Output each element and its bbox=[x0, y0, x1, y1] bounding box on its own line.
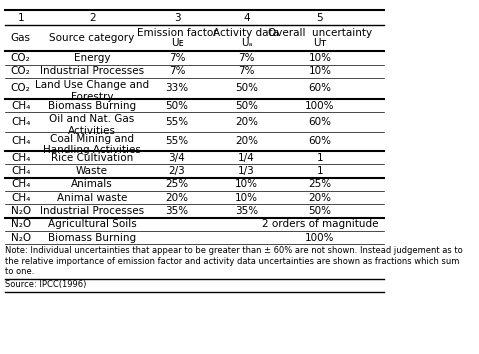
Text: 20%: 20% bbox=[166, 193, 189, 203]
Text: CO₂: CO₂ bbox=[11, 53, 31, 63]
Text: CH₄: CH₄ bbox=[11, 153, 30, 163]
Text: 5: 5 bbox=[317, 12, 323, 23]
Text: CH₄: CH₄ bbox=[11, 136, 30, 146]
Text: 20%: 20% bbox=[235, 117, 258, 127]
Text: 1/3: 1/3 bbox=[238, 166, 255, 176]
Text: 100%: 100% bbox=[305, 101, 334, 111]
Text: 1/4: 1/4 bbox=[238, 153, 255, 163]
Text: 7%: 7% bbox=[238, 53, 255, 63]
Text: 50%: 50% bbox=[235, 84, 258, 93]
Text: CH₄: CH₄ bbox=[11, 101, 30, 111]
Text: 2 orders of magnitude: 2 orders of magnitude bbox=[262, 219, 378, 229]
Text: 100%: 100% bbox=[305, 233, 334, 243]
Text: 3/4: 3/4 bbox=[169, 153, 185, 163]
Text: Rice Cultivation: Rice Cultivation bbox=[51, 153, 133, 163]
Text: Emission factor: Emission factor bbox=[137, 28, 217, 39]
Text: Energy: Energy bbox=[74, 53, 110, 63]
Text: 2: 2 bbox=[89, 12, 95, 23]
Text: 55%: 55% bbox=[165, 117, 189, 127]
Text: 33%: 33% bbox=[165, 84, 189, 93]
Text: 1: 1 bbox=[317, 153, 323, 163]
Text: 10%: 10% bbox=[235, 179, 258, 189]
Text: 10%: 10% bbox=[308, 66, 331, 76]
Text: Oil and Nat. Gas
Activities: Oil and Nat. Gas Activities bbox=[49, 114, 135, 136]
Text: Industrial Processes: Industrial Processes bbox=[40, 206, 144, 216]
Text: Overall  uncertainty: Overall uncertainty bbox=[268, 28, 372, 39]
Text: 20%: 20% bbox=[308, 193, 331, 203]
Text: CH₄: CH₄ bbox=[11, 179, 30, 189]
Text: 1: 1 bbox=[317, 166, 323, 176]
Text: 35%: 35% bbox=[165, 206, 189, 216]
Text: Source: IPCC(1996): Source: IPCC(1996) bbox=[5, 280, 87, 289]
Text: 35%: 35% bbox=[235, 206, 258, 216]
Text: 10%: 10% bbox=[235, 193, 258, 203]
Text: Waste: Waste bbox=[76, 166, 108, 176]
Text: 50%: 50% bbox=[308, 206, 331, 216]
Text: Agricultural Soils: Agricultural Soils bbox=[48, 219, 137, 229]
Text: 10%: 10% bbox=[308, 53, 331, 63]
Text: N₂O: N₂O bbox=[11, 233, 31, 243]
Text: CH₄: CH₄ bbox=[11, 117, 30, 127]
Text: Gas: Gas bbox=[11, 33, 31, 43]
Text: Biomass Burning: Biomass Burning bbox=[48, 233, 136, 243]
Text: Animal waste: Animal waste bbox=[57, 193, 127, 203]
Text: 60%: 60% bbox=[308, 136, 331, 146]
Text: Industrial Processes: Industrial Processes bbox=[40, 66, 144, 76]
Text: 3: 3 bbox=[174, 12, 180, 23]
Text: N₂O: N₂O bbox=[11, 206, 31, 216]
Text: 60%: 60% bbox=[308, 117, 331, 127]
Text: N₂O: N₂O bbox=[11, 219, 31, 229]
Text: CH₄: CH₄ bbox=[11, 166, 30, 176]
Text: 20%: 20% bbox=[235, 136, 258, 146]
Text: 50%: 50% bbox=[235, 101, 258, 111]
Text: Biomass Burning: Biomass Burning bbox=[48, 101, 136, 111]
Text: CO₂: CO₂ bbox=[11, 84, 31, 93]
Text: 25%: 25% bbox=[165, 179, 189, 189]
Text: 60%: 60% bbox=[308, 84, 331, 93]
Text: 1: 1 bbox=[17, 12, 24, 23]
Text: 2/3: 2/3 bbox=[169, 166, 185, 176]
Text: 25%: 25% bbox=[308, 179, 331, 189]
Text: Animals: Animals bbox=[71, 179, 113, 189]
Text: Coal Mining and
Handling Activities: Coal Mining and Handling Activities bbox=[43, 134, 141, 155]
Text: Source category: Source category bbox=[49, 33, 135, 43]
Text: 50%: 50% bbox=[166, 101, 189, 111]
Text: Activity data: Activity data bbox=[214, 28, 279, 39]
Text: CH₄: CH₄ bbox=[11, 193, 30, 203]
Text: 7%: 7% bbox=[169, 66, 185, 76]
Text: Land Use Change and
Forestry: Land Use Change and Forestry bbox=[35, 80, 149, 102]
Text: CO₂: CO₂ bbox=[11, 66, 31, 76]
Text: Uᴇ: Uᴇ bbox=[171, 38, 183, 48]
Text: Uₐ: Uₐ bbox=[241, 38, 252, 48]
Text: 7%: 7% bbox=[238, 66, 255, 76]
Text: 4: 4 bbox=[243, 12, 250, 23]
Text: Uᴛ: Uᴛ bbox=[313, 38, 327, 48]
Text: 7%: 7% bbox=[169, 53, 185, 63]
Text: Note: Individual uncertainties that appear to be greater than ± 60% are not show: Note: Individual uncertainties that appe… bbox=[5, 246, 463, 276]
Text: 55%: 55% bbox=[165, 136, 189, 146]
